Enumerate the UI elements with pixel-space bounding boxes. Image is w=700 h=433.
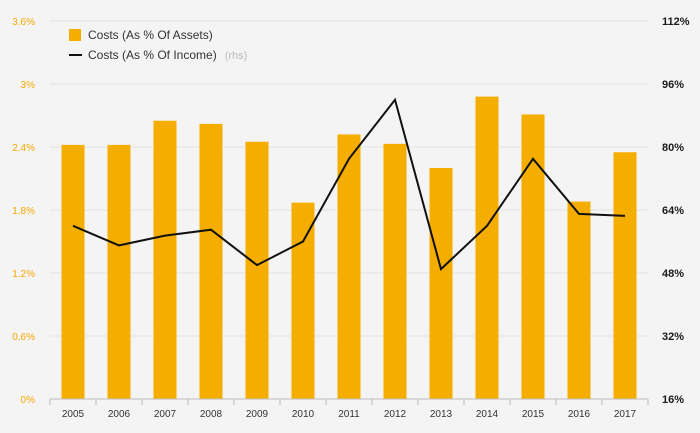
y-left-tick-label: 0% (21, 395, 36, 406)
y-left-tick-label: 1.8% (12, 206, 35, 217)
bar (429, 168, 453, 399)
y-right-tick-label: 80% (662, 142, 684, 154)
axes (49, 398, 649, 405)
y-left-tick-label: 1.2% (12, 269, 35, 280)
x-tick-label: 2013 (430, 409, 453, 420)
bar (567, 201, 591, 399)
legend-label-assets: Costs (As % Of Assets) (88, 28, 213, 42)
legend-swatch-bar (69, 29, 81, 41)
x-axis: 2005 2006 2007 2008 2009 2010 2011 2012 2013 2014… (62, 409, 637, 420)
y-axis-right: 16% 32% 48% 64% 80% 96% 112% (662, 16, 690, 406)
x-tick-label: 2014 (476, 409, 499, 420)
bar (61, 144, 85, 399)
legend-entry-income: Costs (As % Of Income) (rhs) (88, 46, 247, 63)
bar (153, 120, 177, 399)
x-tick-label: 2012 (384, 409, 407, 420)
y-left-tick-label: 3.6% (12, 17, 35, 28)
bar (337, 134, 361, 399)
y-right-tick-label: 112% (662, 16, 690, 28)
y-right-tick-label: 48% (662, 268, 684, 280)
y-left-tick-label: 2.4% (12, 143, 35, 154)
x-tick-label: 2015 (522, 409, 545, 420)
bar (291, 202, 315, 399)
x-tick-label: 2008 (200, 409, 223, 420)
bar (475, 96, 499, 399)
bar (107, 144, 131, 399)
y-right-tick-label: 16% (662, 394, 684, 406)
bar (383, 143, 407, 399)
x-tick-label: 2010 (292, 409, 315, 420)
x-tick-label: 2005 (62, 409, 85, 420)
bar (199, 123, 223, 400)
bar (521, 114, 545, 399)
y-left-tick-label: 0.6% (12, 332, 35, 343)
x-tick-label: 2006 (108, 409, 131, 420)
income-line (72, 97, 626, 271)
y-left-tick-label: 3% (21, 80, 36, 91)
bar (613, 152, 637, 399)
y-axis-left: 0% 0.6% 1.2% 1.8% 2.4% 3% 3.6% (12, 17, 35, 406)
bar-series-costs-assets (61, 96, 637, 400)
legend-label-rhs: (rhs) (225, 50, 248, 62)
x-tick-label: 2007 (154, 409, 177, 420)
bar (245, 141, 269, 399)
x-tick-label: 2009 (246, 409, 269, 420)
y-right-tick-label: 64% (662, 205, 684, 217)
y-right-tick-label: 96% (662, 79, 684, 91)
x-tick-label: 2017 (614, 409, 637, 420)
legend: Costs (As % Of Assets) Costs (As % Of In… (69, 28, 247, 63)
x-tick-label: 2011 (338, 409, 360, 420)
x-tick-label: 2016 (568, 409, 591, 420)
legend-label-income: Costs (As % Of Income) (88, 48, 217, 62)
y-right-tick-label: 32% (662, 331, 684, 343)
line-series-costs-income (72, 97, 626, 271)
